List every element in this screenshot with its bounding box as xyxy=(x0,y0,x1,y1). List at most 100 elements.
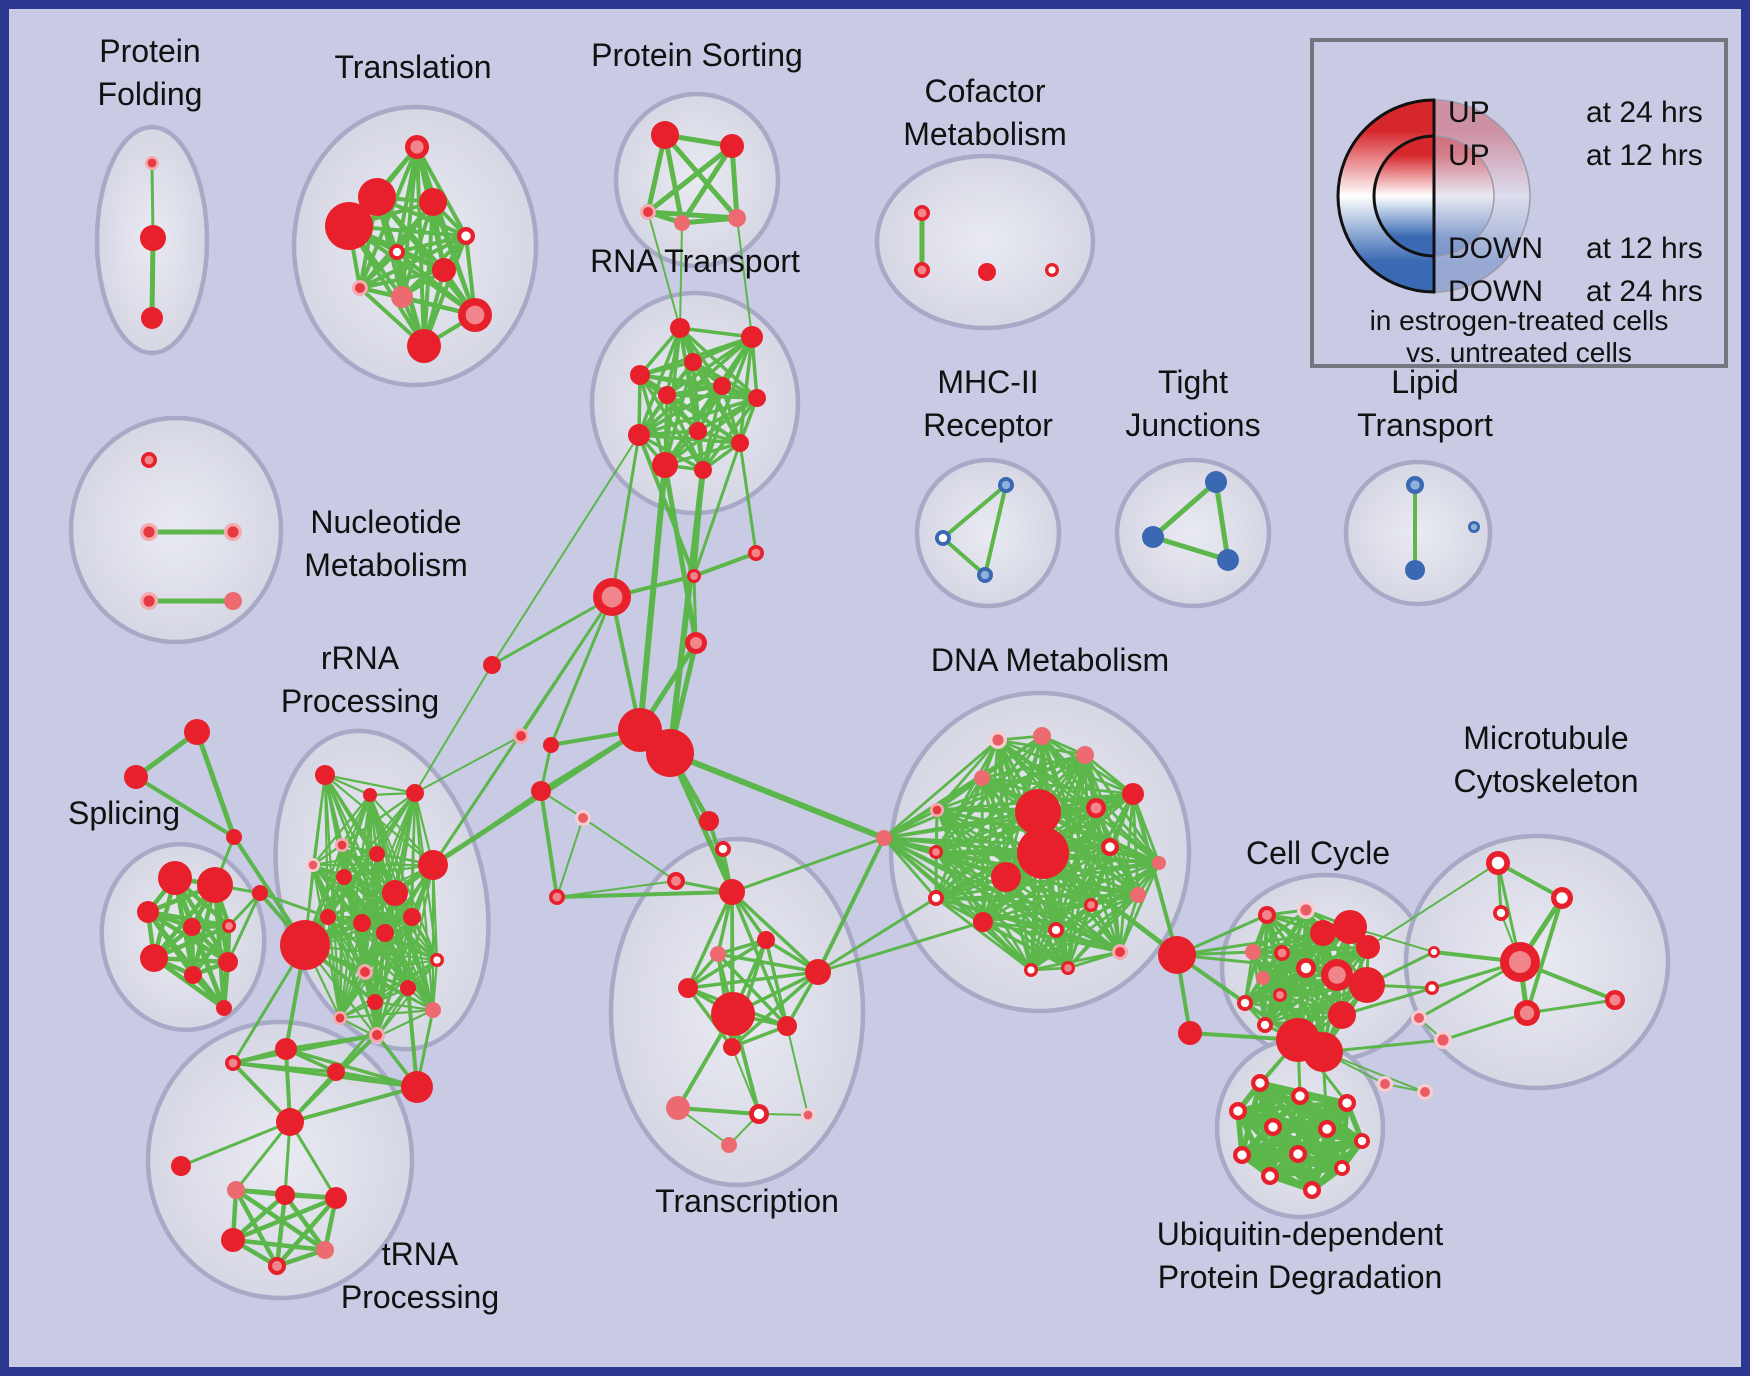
node-tn1[interactable] xyxy=(275,1038,297,1060)
node-pf1[interactable] xyxy=(140,225,166,251)
node-dm5[interactable] xyxy=(876,830,892,846)
node-mt1[interactable] xyxy=(1551,887,1573,909)
node-tn2[interactable] xyxy=(327,1063,345,1081)
node-sp0[interactable] xyxy=(158,861,192,895)
node-rr2[interactable] xyxy=(406,784,424,802)
node-tj2[interactable] xyxy=(1217,549,1239,571)
node-ub7[interactable] xyxy=(1233,1146,1251,1164)
node-mt4[interactable] xyxy=(1500,942,1540,982)
node-ub11[interactable] xyxy=(1303,1181,1321,1199)
node-spc[interactable] xyxy=(252,885,268,901)
node-tn0[interactable] xyxy=(225,1055,241,1071)
node-mh0[interactable] xyxy=(998,477,1014,493)
node-sp4[interactable] xyxy=(222,919,236,933)
node-cf3[interactable] xyxy=(1045,263,1059,277)
node-dm21[interactable] xyxy=(1061,961,1075,975)
node-cc10[interactable] xyxy=(1256,971,1270,985)
node-tx9[interactable] xyxy=(777,1016,797,1036)
node-c6[interactable] xyxy=(543,737,559,753)
node-dm10[interactable] xyxy=(991,862,1021,892)
node-dm6[interactable] xyxy=(1122,783,1144,805)
node-tx0[interactable] xyxy=(715,841,731,857)
node-rr5[interactable] xyxy=(369,846,385,862)
node-pf2[interactable] xyxy=(141,307,163,329)
node-sp8[interactable] xyxy=(216,1000,232,1016)
node-dm12[interactable] xyxy=(1101,838,1119,856)
node-rr3[interactable] xyxy=(335,838,349,852)
node-dm4[interactable] xyxy=(930,803,944,817)
node-tn7[interactable] xyxy=(227,1181,245,1199)
node-tn11[interactable] xyxy=(316,1241,334,1259)
node-rt8[interactable] xyxy=(628,424,650,446)
node-mh2[interactable] xyxy=(977,567,993,583)
node-rt4[interactable] xyxy=(713,377,731,395)
node-dm16[interactable] xyxy=(1048,922,1064,938)
node-c5[interactable] xyxy=(646,729,694,777)
node-tx10[interactable] xyxy=(723,1038,741,1056)
node-tl10[interactable] xyxy=(407,329,441,363)
node-tl1[interactable] xyxy=(358,178,396,216)
node-mt2[interactable] xyxy=(1493,905,1509,921)
node-lp2[interactable] xyxy=(1405,560,1425,580)
node-mt9[interactable] xyxy=(1434,1031,1452,1049)
node-ps2[interactable] xyxy=(640,204,656,220)
node-rr1[interactable] xyxy=(363,788,377,802)
node-tn3[interactable] xyxy=(369,1027,385,1043)
node-rr11[interactable] xyxy=(376,924,394,942)
node-rt2[interactable] xyxy=(684,353,702,371)
node-tj1[interactable] xyxy=(1142,526,1164,548)
node-dm14[interactable] xyxy=(928,890,944,906)
node-mt0[interactable] xyxy=(1486,851,1510,875)
node-rr15[interactable] xyxy=(357,964,373,980)
node-ub10[interactable] xyxy=(1261,1167,1279,1185)
node-sp5[interactable] xyxy=(140,944,168,972)
node-rt0[interactable] xyxy=(670,318,690,338)
node-tn10[interactable] xyxy=(221,1228,245,1252)
node-dm7[interactable] xyxy=(1086,798,1106,818)
node-cc0[interactable] xyxy=(1258,906,1276,924)
node-dm1[interactable] xyxy=(1033,727,1051,745)
node-rr18[interactable] xyxy=(425,1002,441,1018)
node-nm0[interactable] xyxy=(141,452,157,468)
node-rr19[interactable] xyxy=(333,1011,347,1025)
node-cc6[interactable] xyxy=(1274,945,1290,961)
node-cc12[interactable] xyxy=(1237,995,1253,1011)
node-mt5[interactable] xyxy=(1425,981,1439,995)
node-mt7[interactable] xyxy=(1514,1000,1540,1026)
node-cx0[interactable] xyxy=(483,656,501,674)
node-tj0[interactable] xyxy=(1205,471,1227,493)
node-c7[interactable] xyxy=(531,781,551,801)
node-tx14[interactable] xyxy=(721,1137,737,1153)
node-rr12[interactable] xyxy=(403,908,421,926)
node-ub2[interactable] xyxy=(1338,1094,1356,1112)
node-tn12[interactable] xyxy=(268,1257,286,1275)
node-sp7[interactable] xyxy=(218,952,238,972)
node-sp3[interactable] xyxy=(183,918,201,936)
node-pf0[interactable] xyxy=(145,156,159,170)
node-cc16[interactable] xyxy=(1328,1001,1356,1029)
node-sp1[interactable] xyxy=(197,867,233,903)
node-cc7[interactable] xyxy=(1296,958,1316,978)
node-tx5[interactable] xyxy=(710,946,726,962)
node-rr14[interactable] xyxy=(430,953,444,967)
node-mt10[interactable] xyxy=(1377,1076,1393,1092)
node-tx7[interactable] xyxy=(678,978,698,998)
node-dm3[interactable] xyxy=(974,770,990,786)
node-dm19[interactable] xyxy=(1112,944,1128,960)
node-tx6[interactable] xyxy=(805,959,831,985)
node-c1[interactable] xyxy=(748,545,764,561)
node-tg1[interactable] xyxy=(124,765,148,789)
node-rt6[interactable] xyxy=(748,389,766,407)
node-ub9[interactable] xyxy=(1334,1160,1350,1176)
node-rr16[interactable] xyxy=(400,980,416,996)
node-ub0[interactable] xyxy=(1251,1074,1269,1092)
node-cf2[interactable] xyxy=(978,263,996,281)
node-ps4[interactable] xyxy=(728,209,746,227)
node-mt8[interactable] xyxy=(1411,1010,1427,1026)
node-c9[interactable] xyxy=(699,811,719,831)
node-sp2[interactable] xyxy=(137,901,159,923)
node-tn8[interactable] xyxy=(275,1185,295,1205)
node-px0[interactable] xyxy=(513,728,529,744)
node-ps1[interactable] xyxy=(720,134,744,158)
node-dm23[interactable] xyxy=(1178,1021,1202,1045)
